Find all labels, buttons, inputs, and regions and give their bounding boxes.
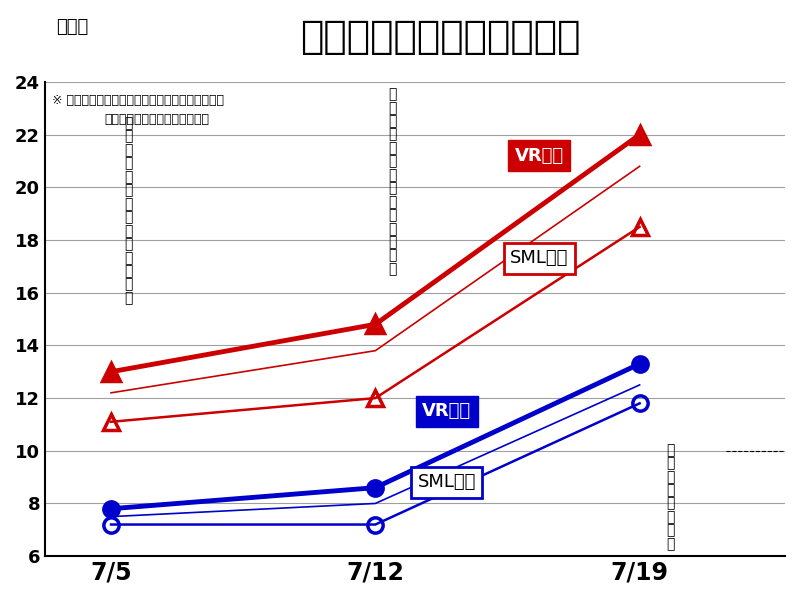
Text: ２
０
１
３
年
版
特
別
総
集
編
・
前
編: ２ ０ １ ３ 年 版 特 別 総 集 編 ・ 前 編 — [124, 116, 133, 305]
Text: ２
０
１
３
年
版
特
別
総
集
編
・
後
編: ２ ０ １ ３ 年 版 特 別 総 集 編 ・ 後 編 — [389, 87, 397, 276]
Text: VR個人: VR個人 — [422, 402, 471, 420]
Text: ２
０
２
０
年
版
初
回: ２ ０ ２ ０ 年 版 初 回 — [666, 443, 674, 551]
Text: （％）: （％） — [56, 18, 88, 36]
Text: SML個人: SML個人 — [418, 473, 476, 491]
Text: 関東地区視聴率データから作成: 関東地区視聴率データから作成 — [104, 113, 209, 126]
Text: SML世帯: SML世帯 — [510, 250, 568, 268]
Text: 『半沢直樹』の視聴率動向: 『半沢直樹』の視聴率動向 — [300, 18, 580, 56]
Text: ※ ビデオリサーチとスイッチ・メディア・ラボの: ※ ビデオリサーチとスイッチ・メディア・ラボの — [52, 94, 224, 107]
Text: VR世帯: VR世帯 — [514, 147, 564, 165]
